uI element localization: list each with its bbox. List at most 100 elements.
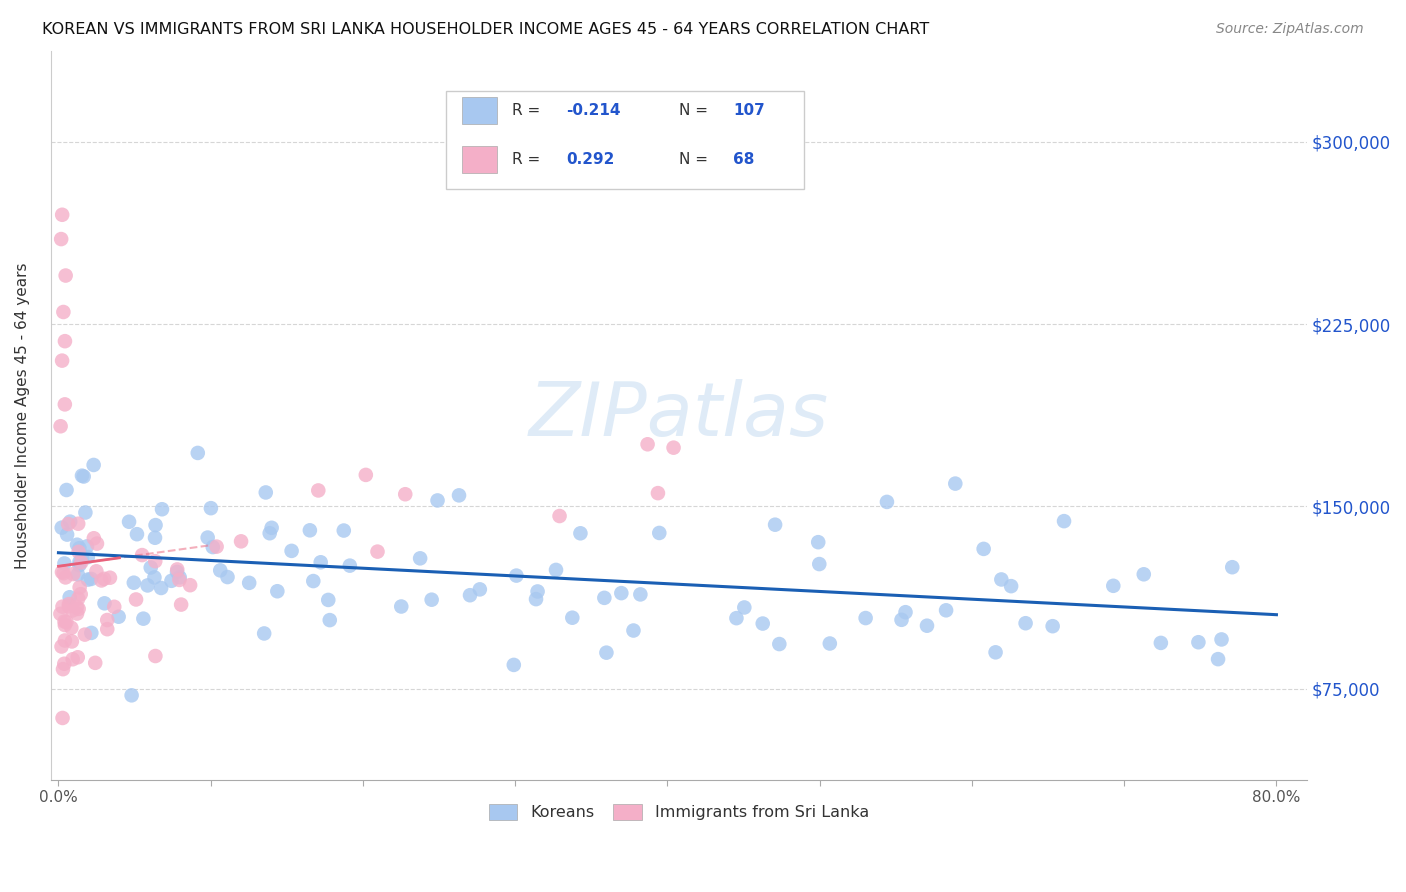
Point [763,517,786,532]
Point [420,592,443,607]
Point [84,656,107,670]
Point [200,501,222,516]
Point [648,525,671,540]
Point [751,616,773,631]
Point [59,591,82,605]
Point [62,567,84,582]
Y-axis label: Householder Income Ages 45 - 64 years: Householder Income Ages 45 - 64 years [15,262,30,568]
Point [890,613,912,627]
Point [143,531,166,545]
Point [205,540,228,554]
Point [166,562,188,576]
Point [55,570,77,584]
Point [70,555,93,569]
Point [55,268,77,283]
Point [67,541,90,556]
Point [298,524,321,538]
Point [254,485,277,500]
Point [66,538,89,552]
Point [1102,579,1125,593]
Text: -0.214: -0.214 [565,103,620,118]
Point [309,555,332,569]
Point [595,646,617,660]
FancyBboxPatch shape [447,91,804,189]
Point [49,607,72,621]
Point [544,563,567,577]
Point [103,599,125,614]
Point [973,541,995,556]
Point [647,486,669,500]
Point [62,603,84,617]
Point [768,637,790,651]
Point [409,551,432,566]
Bar [461,146,496,173]
Point [49,419,72,434]
Point [60,621,83,635]
Point [90,574,112,588]
Point [69,580,91,594]
Point [209,563,232,577]
Point [73,469,96,483]
Point [984,645,1007,659]
Text: 0.292: 0.292 [565,153,614,167]
Point [59,515,82,529]
Point [505,568,527,582]
Point [56,516,79,531]
Text: 68: 68 [733,153,754,167]
Point [302,574,325,588]
Point [55,483,77,497]
Point [51,565,73,579]
Point [67,516,90,531]
Point [447,488,470,502]
Point [217,570,239,584]
Point [316,593,339,607]
Point [333,524,356,538]
Point [80,626,103,640]
Point [1000,579,1022,593]
Point [62,652,84,666]
Text: R =: R = [512,153,540,167]
Point [66,650,89,665]
Point [75,506,97,520]
Point [56,527,79,541]
Text: ZIPatlas: ZIPatlas [529,379,830,451]
Point [132,612,155,626]
Point [855,611,877,625]
Point [67,591,90,606]
Point [238,575,260,590]
Point [73,627,96,641]
Point [197,531,219,545]
Point [808,557,831,571]
Point [935,603,957,617]
Point [53,334,76,348]
Point [51,521,73,535]
Point [145,648,167,663]
Point [53,615,76,629]
Point [131,548,153,562]
Point [229,534,252,549]
Point [67,602,90,616]
Point [53,618,76,632]
Point [253,626,276,640]
Bar [461,97,496,124]
Point [1206,652,1229,666]
Point [51,640,73,654]
Point [260,521,283,535]
Point [943,476,966,491]
Point [662,441,685,455]
Point [121,689,143,703]
Point [366,544,388,558]
Point [160,574,183,588]
Point [96,622,118,636]
Point [60,634,83,648]
Point [69,587,91,601]
Point [76,550,98,565]
Point [107,609,129,624]
Point [53,397,76,411]
Point [58,599,80,614]
Point [58,597,80,611]
Point [125,592,148,607]
Point [143,570,166,584]
Point [266,584,288,599]
Point [526,584,548,599]
